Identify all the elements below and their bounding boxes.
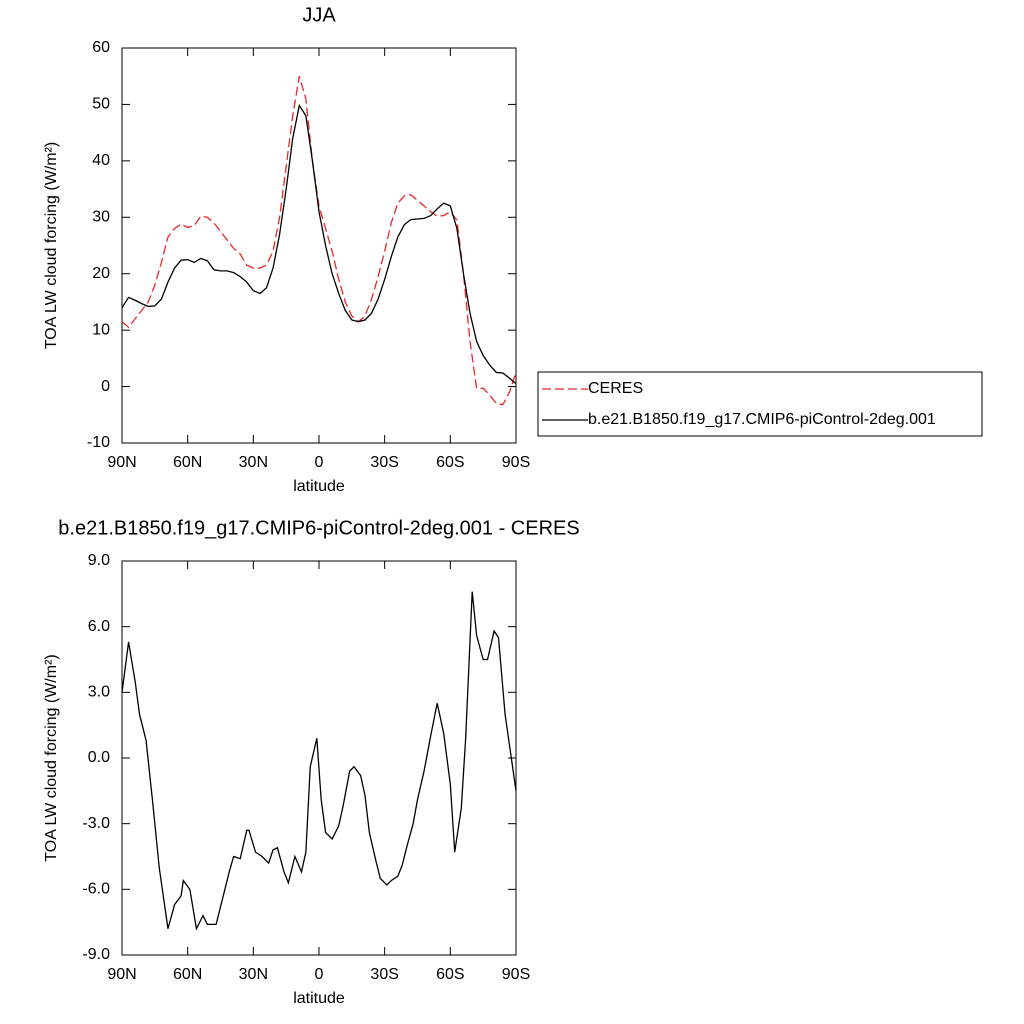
y-tick-label: 0.0 xyxy=(88,749,110,766)
x-tick-label: 0 xyxy=(315,966,324,983)
x-tick-label: 60S xyxy=(436,966,464,983)
y-tick-label: -10 xyxy=(87,434,110,451)
y-tick-label: 6.0 xyxy=(88,618,110,635)
y-tick-label: 3.0 xyxy=(88,684,110,701)
x-tick-label: 30N xyxy=(239,966,268,983)
legend-label: b.e21.B1850.f19_g17.CMIP6-piControl-2deg… xyxy=(588,411,936,428)
y-tick-label: 10 xyxy=(92,321,110,338)
x-axis-label: latitude xyxy=(293,478,345,495)
y-axis-label: TOA LW cloud forcing (W/m²) xyxy=(43,654,60,861)
y-tick-label: -3.0 xyxy=(82,815,110,832)
y-tick-label: 40 xyxy=(92,152,110,169)
x-tick-label: 60S xyxy=(436,454,464,471)
y-tick-label: -6.0 xyxy=(82,881,110,898)
y-tick-label: 0 xyxy=(101,378,110,395)
series-line xyxy=(121,103,517,385)
legend-box xyxy=(537,371,983,437)
y-tick-label: -9.0 xyxy=(82,946,110,963)
x-tick-label: 90N xyxy=(107,454,136,471)
y-tick-label: 30 xyxy=(92,209,110,226)
series-line xyxy=(121,591,517,931)
x-tick-label: 90N xyxy=(107,966,136,983)
y-axis-label: TOA LW cloud forcing (W/m²) xyxy=(43,142,60,349)
x-tick-label: 60N xyxy=(173,966,202,983)
x-tick-label: 0 xyxy=(315,454,324,471)
series-line xyxy=(121,76,517,406)
y-tick-label: 50 xyxy=(92,96,110,113)
chart-title: JJA xyxy=(302,4,336,26)
chart-title: b.e21.B1850.f19_g17.CMIP6-piControl-2deg… xyxy=(58,517,579,539)
x-axis-label: latitude xyxy=(293,990,345,1007)
x-tick-label: 90S xyxy=(502,966,530,983)
x-tick-label: 60N xyxy=(173,454,202,471)
plot-frame xyxy=(121,47,517,444)
y-tick-label: 20 xyxy=(92,265,110,282)
legend-label: CERES xyxy=(588,380,643,397)
y-tick-label: 9.0 xyxy=(88,552,110,569)
x-tick-label: 30N xyxy=(239,454,268,471)
x-tick-label: 30S xyxy=(370,454,398,471)
x-tick-label: 30S xyxy=(370,966,398,983)
x-tick-label: 90S xyxy=(502,454,530,471)
y-tick-label: 60 xyxy=(92,39,110,56)
